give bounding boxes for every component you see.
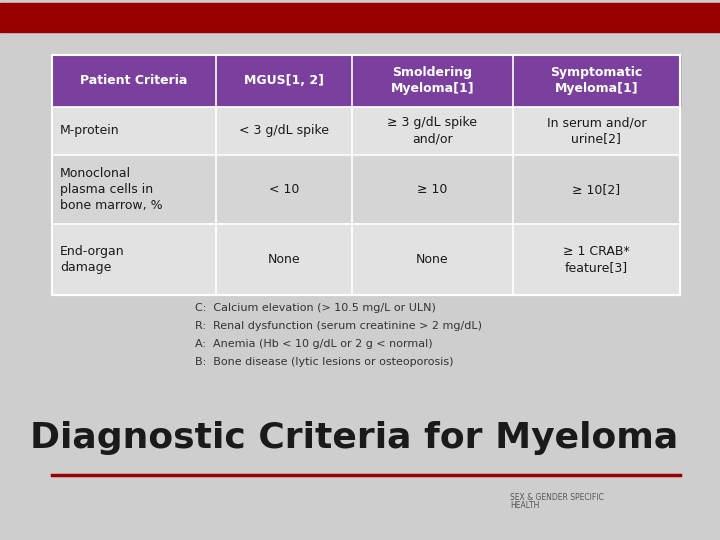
- Bar: [0, 3, 720, 32]
- Text: MGUS[1, 2]: MGUS[1, 2]: [244, 75, 324, 87]
- Text: Smoldering
Myeloma[1]: Smoldering Myeloma[1]: [390, 66, 474, 95]
- Bar: [52, 106, 680, 154]
- Text: ≥ 3 g/dL spike
and/or: ≥ 3 g/dL spike and/or: [387, 116, 477, 145]
- Bar: [52, 224, 680, 295]
- Text: ≥ 10[2]: ≥ 10[2]: [572, 183, 621, 196]
- Text: HEALTH: HEALTH: [510, 502, 539, 510]
- Text: B:  Bone disease (lytic lesions or osteoporosis): B: Bone disease (lytic lesions or osteop…: [195, 357, 454, 367]
- Text: In serum and/or
urine[2]: In serum and/or urine[2]: [546, 116, 646, 145]
- Text: Diagnostic Criteria for Myeloma: Diagnostic Criteria for Myeloma: [30, 421, 678, 455]
- Text: R:  Renal dysfunction (serum creatinine > 2 mg/dL): R: Renal dysfunction (serum creatinine >…: [195, 321, 482, 331]
- Bar: [52, 55, 680, 106]
- Text: None: None: [416, 253, 449, 266]
- Text: < 3 g/dL spike: < 3 g/dL spike: [239, 124, 329, 137]
- Text: < 10: < 10: [269, 183, 300, 196]
- Bar: [52, 55, 680, 295]
- Text: Symptomatic
Myeloma[1]: Symptomatic Myeloma[1]: [550, 66, 642, 95]
- Text: None: None: [268, 253, 300, 266]
- Text: C:  Calcium elevation (> 10.5 mg/L or ULN): C: Calcium elevation (> 10.5 mg/L or ULN…: [195, 303, 436, 313]
- Text: ≥ 10: ≥ 10: [417, 183, 447, 196]
- Text: SEX & GENDER SPECIFIC: SEX & GENDER SPECIFIC: [510, 494, 604, 503]
- Bar: [52, 154, 680, 224]
- Text: Patient Criteria: Patient Criteria: [81, 75, 188, 87]
- Text: M-protein: M-protein: [60, 124, 120, 137]
- Text: ≥ 1 CRAB*
feature[3]: ≥ 1 CRAB* feature[3]: [563, 245, 630, 274]
- Text: Monoclonal
plasma cells in
bone marrow, %: Monoclonal plasma cells in bone marrow, …: [60, 167, 163, 212]
- Text: A:  Anemia (Hb < 10 g/dL or 2 g < normal): A: Anemia (Hb < 10 g/dL or 2 g < normal): [195, 339, 433, 349]
- Text: End-organ
damage: End-organ damage: [60, 245, 125, 274]
